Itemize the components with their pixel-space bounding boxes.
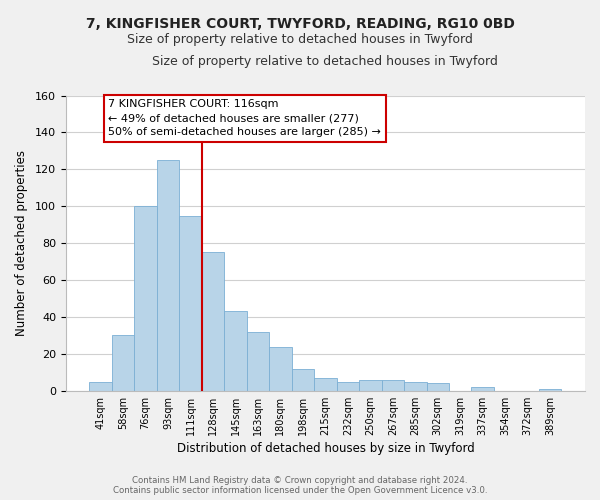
Text: Contains HM Land Registry data © Crown copyright and database right 2024.: Contains HM Land Registry data © Crown c… bbox=[132, 476, 468, 485]
Bar bbox=[314, 378, 337, 391]
Text: 7 KINGFISHER COURT: 116sqm
← 49% of detached houses are smaller (277)
50% of sem: 7 KINGFISHER COURT: 116sqm ← 49% of deta… bbox=[109, 99, 382, 137]
Text: Contains public sector information licensed under the Open Government Licence v3: Contains public sector information licen… bbox=[113, 486, 487, 495]
Bar bbox=[539, 389, 562, 391]
Bar bbox=[134, 206, 157, 391]
Text: Size of property relative to detached houses in Twyford: Size of property relative to detached ho… bbox=[127, 32, 473, 46]
Bar bbox=[202, 252, 224, 391]
Title: Size of property relative to detached houses in Twyford: Size of property relative to detached ho… bbox=[152, 55, 499, 68]
Bar bbox=[337, 382, 359, 391]
Bar bbox=[292, 368, 314, 391]
Bar bbox=[404, 382, 427, 391]
Bar bbox=[157, 160, 179, 391]
Bar bbox=[224, 312, 247, 391]
Bar bbox=[382, 380, 404, 391]
Text: 7, KINGFISHER COURT, TWYFORD, READING, RG10 0BD: 7, KINGFISHER COURT, TWYFORD, READING, R… bbox=[86, 18, 514, 32]
Bar bbox=[247, 332, 269, 391]
Bar bbox=[89, 382, 112, 391]
Y-axis label: Number of detached properties: Number of detached properties bbox=[15, 150, 28, 336]
Bar bbox=[269, 346, 292, 391]
Bar bbox=[472, 387, 494, 391]
Bar bbox=[112, 336, 134, 391]
Bar bbox=[427, 384, 449, 391]
X-axis label: Distribution of detached houses by size in Twyford: Distribution of detached houses by size … bbox=[176, 442, 474, 455]
Bar bbox=[359, 380, 382, 391]
Bar bbox=[179, 216, 202, 391]
